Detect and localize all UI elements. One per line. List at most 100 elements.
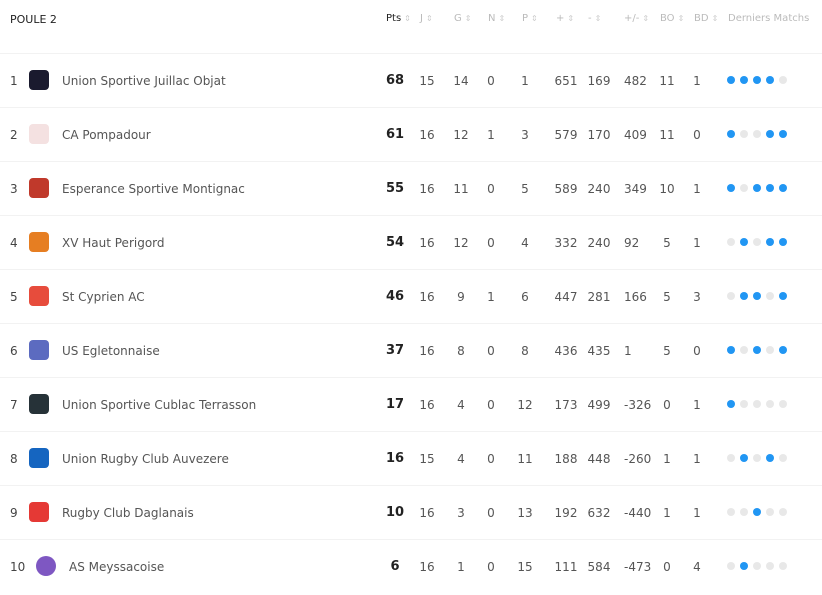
team-name[interactable]: Esperance Sportive Montignac: [62, 182, 245, 196]
last-matches: [727, 184, 787, 192]
stat-bd: 1: [693, 452, 701, 466]
rank: 6: [10, 344, 18, 358]
win-dot-icon: [753, 508, 761, 516]
column-header-p[interactable]: P ⇕: [522, 13, 538, 24]
non-win-dot-icon: [727, 292, 735, 300]
sort-icon: ⇕: [567, 14, 575, 23]
stat-j: 16: [419, 560, 435, 574]
column-label: -: [588, 13, 592, 24]
stat-plus: 173: [554, 398, 578, 412]
sort-icon: ⇕: [677, 14, 685, 23]
last-matches: [727, 76, 787, 84]
column-header-pts[interactable]: Pts ⇕: [386, 13, 411, 24]
team-name[interactable]: Union Sportive Juillac Objat: [62, 74, 226, 88]
stat-n: 0: [487, 236, 495, 250]
table-row[interactable]: 7 Union Sportive Cublac Terrasson 17 16 4 0…: [0, 377, 822, 432]
team-name[interactable]: Rugby Club Daglanais: [62, 506, 194, 520]
non-win-dot-icon: [779, 76, 787, 84]
table-row[interactable]: 6 US Egletonnaise 37 16 8 0 8 436 435 5 0 1: [0, 323, 822, 378]
stat-plus: 111: [554, 560, 578, 574]
win-dot-icon: [727, 130, 735, 138]
team-name[interactable]: Union Sportive Cublac Terrasson: [62, 398, 257, 412]
win-dot-icon: [727, 400, 735, 408]
non-win-dot-icon: [766, 508, 774, 516]
team-logo: [29, 340, 49, 360]
stat-bo: 1: [663, 452, 671, 466]
stat-n: 0: [487, 452, 495, 466]
sort-icon: ⇕: [498, 14, 506, 23]
stat-plus: 192: [554, 506, 578, 520]
table-row[interactable]: 10 AS Meyssacoise 6 16 1 0 15 111 584 0 4 -473: [0, 539, 822, 594]
column-header-j[interactable]: J ⇕: [420, 13, 433, 24]
stat-j: 16: [419, 182, 435, 196]
table-row[interactable]: 9 Rugby Club Daglanais 10 16 3 0 13 192 632 1 1-…: [0, 485, 822, 540]
team-name[interactable]: St Cyprien AC: [62, 290, 145, 304]
stat-g: 1: [457, 560, 465, 574]
column-header-plus[interactable]: + ⇕: [556, 13, 574, 24]
stat-bd: 1: [693, 182, 701, 196]
stat-g: 8: [457, 344, 465, 358]
team-name[interactable]: US Egletonnaise: [62, 344, 160, 358]
column-label: +/-: [624, 13, 640, 24]
stat-bo: 11: [659, 74, 675, 88]
win-dot-icon: [766, 76, 774, 84]
last-matches: [727, 454, 787, 462]
stat-plus: 579: [554, 128, 578, 142]
table-row[interactable]: 1 Union Sportive Juillac Objat 68 15 14 0 1 6…: [0, 53, 822, 108]
table-row[interactable]: 8 Union Rugby Club Auvezere 16 15 4 0 11 188 4…: [0, 431, 822, 486]
stat-j: 16: [419, 290, 435, 304]
last-matches: [727, 292, 787, 300]
non-win-dot-icon: [740, 346, 748, 354]
column-header-n[interactable]: N ⇕: [488, 13, 505, 24]
stat-plus: 589: [554, 182, 578, 196]
non-win-dot-icon: [727, 238, 735, 246]
points: 46: [385, 289, 405, 304]
team-logo: [29, 286, 49, 306]
table-row[interactable]: 3 Esperance Sportive Montignac 55 16 11 0 5 5…: [0, 161, 822, 216]
team-name[interactable]: AS Meyssacoise: [69, 560, 165, 574]
column-label: Pts: [386, 13, 402, 24]
non-win-dot-icon: [727, 508, 735, 516]
rank: 10: [10, 560, 26, 574]
win-dot-icon: [727, 184, 735, 192]
stat-bo: 5: [663, 290, 671, 304]
rank: 7: [10, 398, 18, 412]
stat-j: 15: [419, 452, 435, 466]
column-header-last-matches[interactable]: Derniers Matchs: [728, 13, 809, 24]
team-logo: [29, 394, 49, 414]
team-logo: [29, 232, 49, 252]
column-header-bd[interactable]: BD ⇕: [694, 13, 718, 24]
stat-bd: 1: [693, 74, 701, 88]
column-header-diff[interactable]: +/- ⇕: [624, 13, 649, 24]
team-logo: [29, 502, 49, 522]
team-name[interactable]: Union Rugby Club Auvezere: [62, 452, 229, 466]
stat-bd: 1: [693, 236, 701, 250]
non-win-dot-icon: [766, 346, 774, 354]
win-dot-icon: [766, 130, 774, 138]
stat-g: 4: [457, 398, 465, 412]
win-dot-icon: [779, 130, 787, 138]
stat-bd: 0: [693, 344, 701, 358]
column-label: Derniers Matchs: [728, 13, 810, 24]
non-win-dot-icon: [740, 184, 748, 192]
stat-g: 9: [457, 290, 465, 304]
table-row[interactable]: 2 CA Pompadour 61 16 12 1 3 579 170 11 0 409: [0, 107, 822, 162]
stat-bo: 0: [663, 560, 671, 574]
stat-bo: 1: [663, 506, 671, 520]
points: 16: [385, 451, 405, 466]
win-dot-icon: [766, 184, 774, 192]
stat-plus: 651: [554, 74, 578, 88]
stat-minus: 448: [587, 452, 611, 466]
non-win-dot-icon: [779, 562, 787, 570]
column-header-bo[interactable]: BO ⇕: [660, 13, 684, 24]
column-header-g[interactable]: G ⇕: [454, 13, 471, 24]
team-name[interactable]: XV Haut Perigord: [62, 236, 165, 250]
table-row[interactable]: 5 St Cyprien AC 46 16 9 1 6 447 281 5 3 166: [0, 269, 822, 324]
team-name[interactable]: CA Pompadour: [62, 128, 151, 142]
win-dot-icon: [753, 292, 761, 300]
table-row[interactable]: 4 XV Haut Perigord 54 16 12 0 4 332 240 5 1 92: [0, 215, 822, 270]
stat-p: 12: [517, 398, 533, 412]
column-header-minus[interactable]: - ⇕: [588, 13, 601, 24]
rank: 2: [10, 128, 18, 142]
non-win-dot-icon: [753, 238, 761, 246]
